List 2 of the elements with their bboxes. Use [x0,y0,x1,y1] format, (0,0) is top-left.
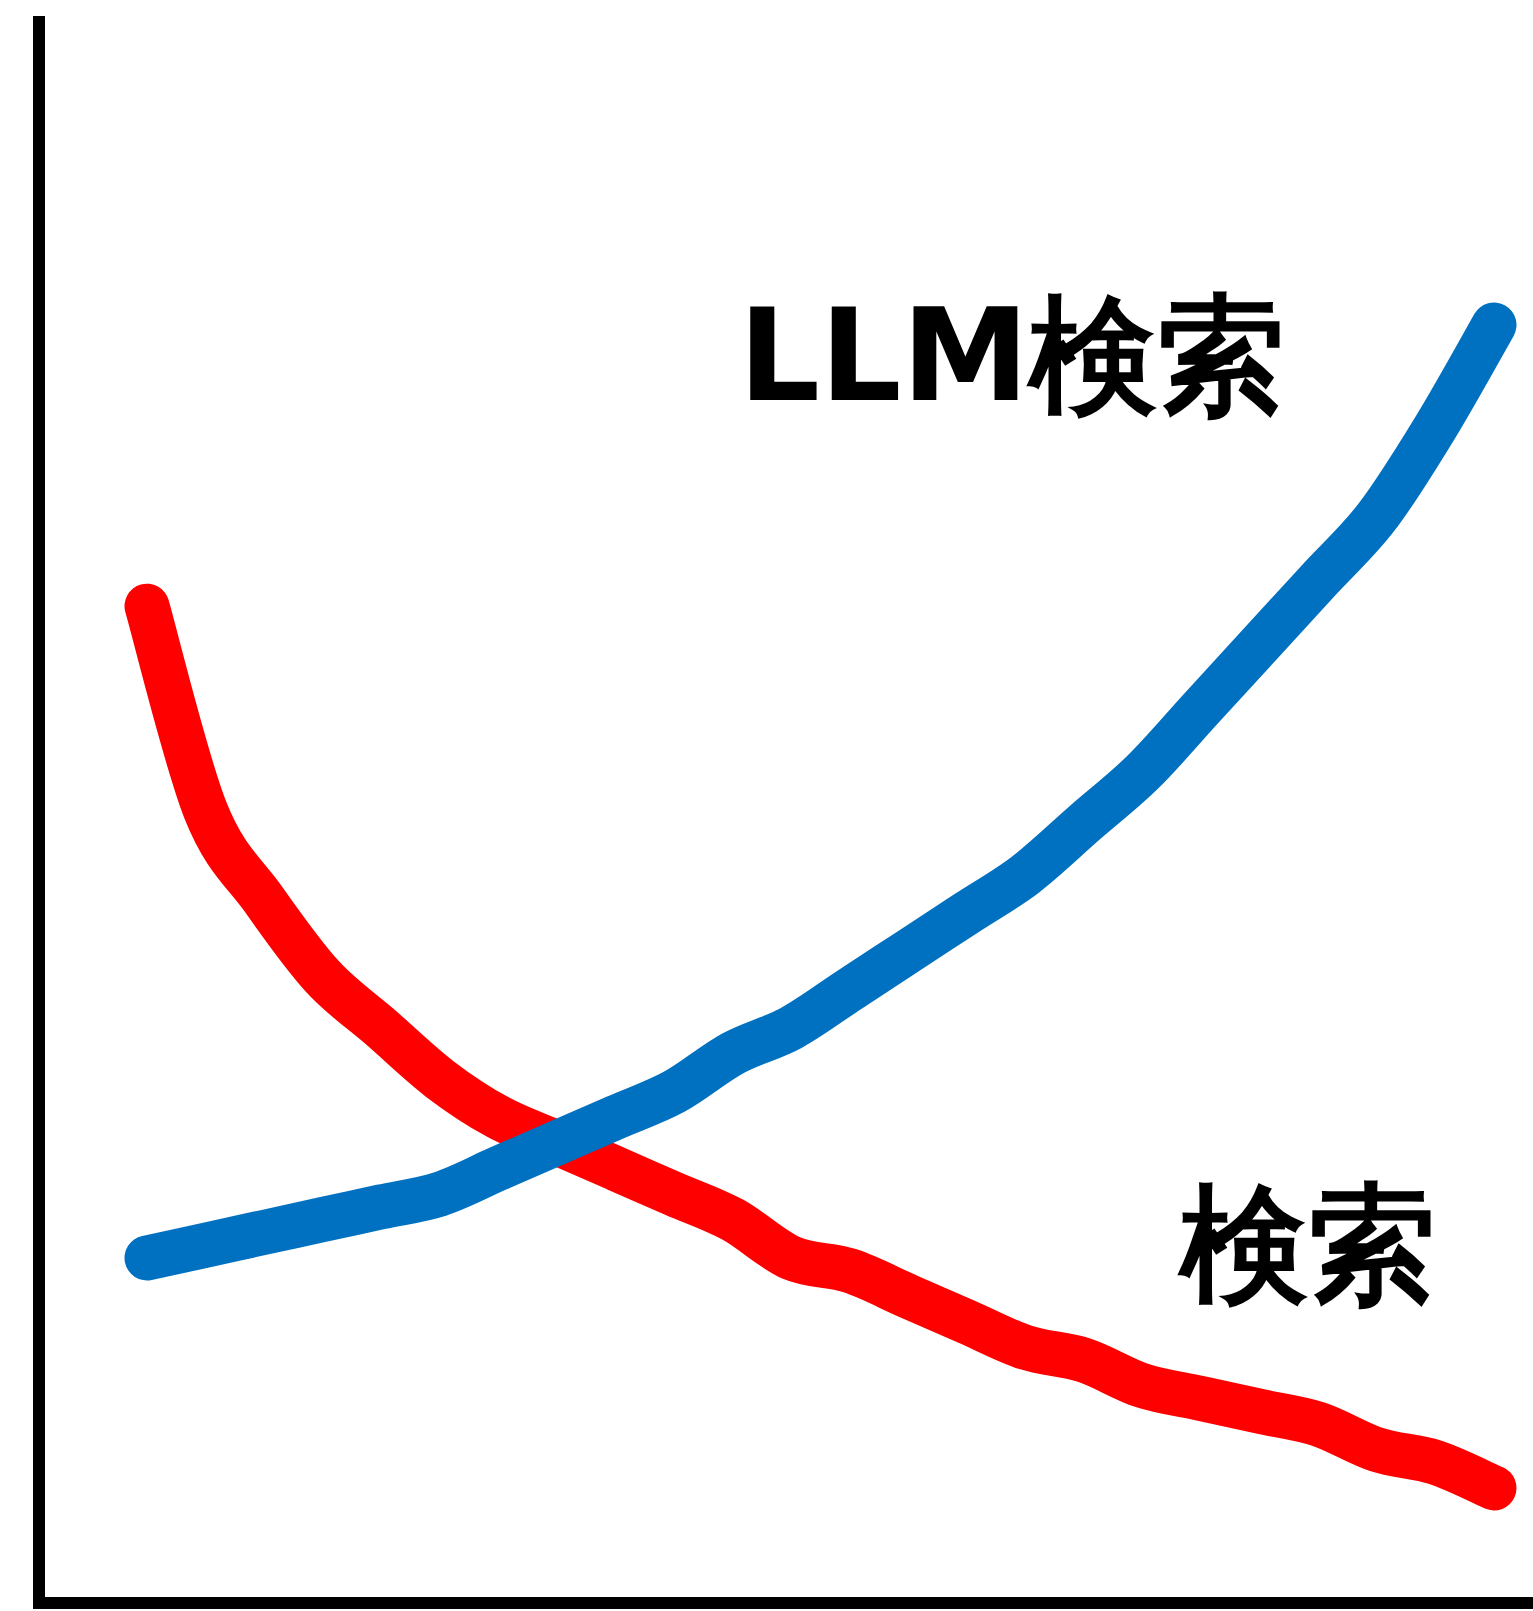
series-label: LLM検索 [738,281,1285,430]
series-label: 検索 [1177,1169,1436,1319]
